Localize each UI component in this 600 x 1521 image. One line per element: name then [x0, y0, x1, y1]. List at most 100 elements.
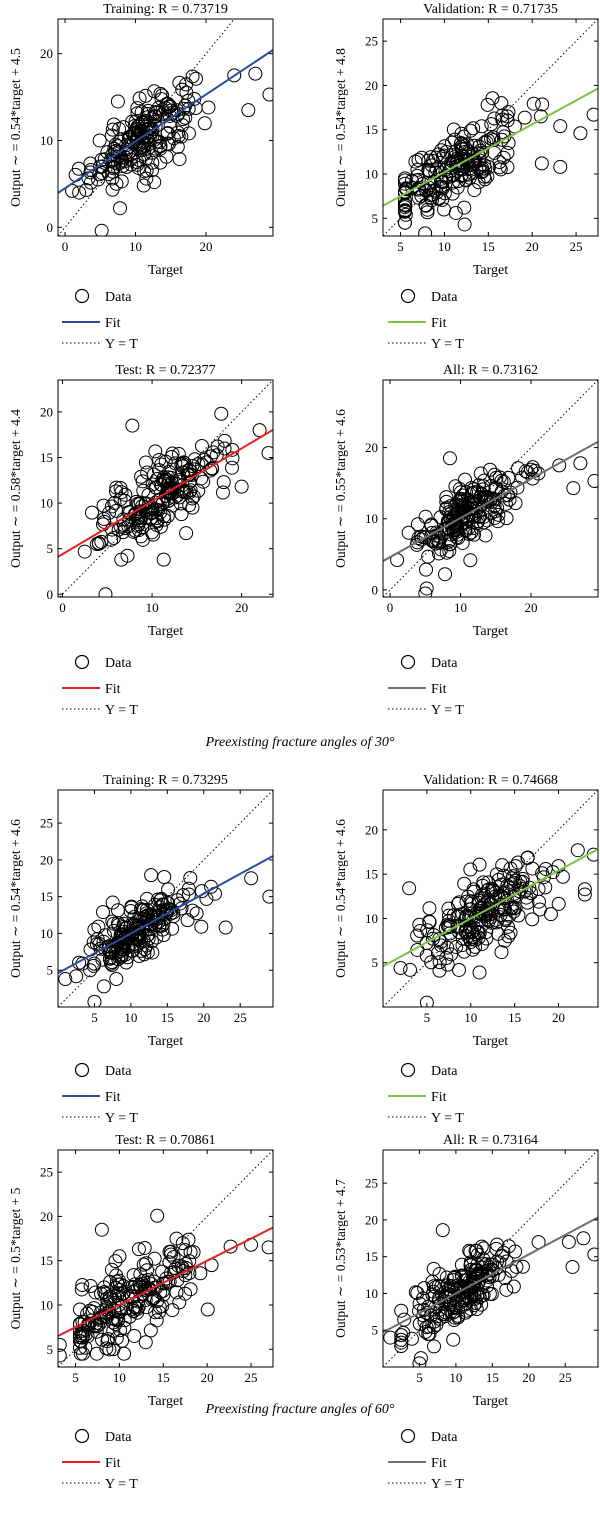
data-point	[501, 105, 516, 119]
data-point	[412, 1356, 427, 1367]
data-point	[160, 509, 175, 524]
data-point	[181, 101, 196, 116]
legend-identity-label: Y = T	[431, 703, 464, 718]
data-point	[216, 475, 231, 490]
data-point	[185, 903, 200, 918]
data-point	[474, 1297, 489, 1312]
data-point	[454, 136, 469, 151]
y-tick-label: 20	[40, 46, 53, 61]
data-point	[448, 1270, 463, 1285]
x-tick-label: 20	[201, 1370, 214, 1385]
data-point	[538, 880, 553, 895]
data-point	[74, 1282, 89, 1297]
y-axis-label: Output ∼ = 0.55*target + 4.6	[333, 409, 348, 568]
figure-caption: Preexisting fracture angles of 30°	[205, 735, 395, 750]
data-point	[520, 465, 535, 480]
data-point	[83, 156, 98, 171]
data-point	[196, 474, 211, 489]
data-point	[106, 117, 121, 132]
data-point	[432, 534, 447, 549]
data-point	[503, 900, 518, 915]
data-point	[176, 455, 191, 470]
data-point	[500, 145, 515, 160]
data-point	[139, 908, 154, 923]
data-point	[89, 1319, 104, 1334]
data-point	[154, 918, 169, 933]
data-point	[455, 1269, 470, 1284]
data-point	[161, 486, 176, 501]
data-point	[561, 1234, 576, 1249]
data-point	[83, 175, 98, 190]
data-point	[126, 524, 141, 539]
data-point	[156, 552, 171, 567]
data-point	[484, 915, 499, 930]
data-point	[500, 893, 515, 908]
data-point	[166, 1250, 181, 1265]
data-point	[176, 101, 191, 116]
data-point	[397, 171, 412, 186]
identity-line	[58, 19, 235, 236]
data-point	[134, 529, 149, 544]
data-point	[432, 1267, 447, 1282]
legend-data-marker	[74, 654, 90, 670]
y-tick-label: 5	[372, 955, 379, 970]
data-point	[467, 929, 482, 944]
data-point	[172, 152, 187, 167]
data-point	[484, 131, 499, 146]
data-point	[139, 938, 154, 953]
data-point	[105, 122, 120, 137]
legend-data-marker	[74, 1062, 90, 1078]
data-point	[72, 185, 87, 200]
data-point	[58, 1337, 67, 1352]
data-point	[227, 68, 242, 83]
fit-line	[58, 855, 273, 975]
data-point	[164, 470, 179, 485]
plot-area	[58, 1150, 273, 1367]
panel-title: Test: R = 0.70861	[115, 1133, 215, 1148]
legend: Data Fit Y = T	[62, 1062, 138, 1126]
data-point	[189, 71, 204, 86]
data-point	[456, 504, 471, 519]
legend: Data Fit Y = T	[62, 654, 138, 718]
data-point	[215, 485, 230, 500]
data-point	[476, 509, 491, 524]
data-point	[467, 527, 482, 542]
data-point	[92, 133, 107, 148]
regression-panel: All: R = 0.73164 5 10 15 20 25 5 10 15 20 25 Target…	[333, 1133, 599, 1492]
x-tick-label: 0	[387, 600, 394, 615]
data-point	[75, 1278, 90, 1293]
data-point	[94, 223, 109, 236]
data-point	[424, 517, 439, 532]
data-point	[121, 519, 136, 534]
data-point	[114, 485, 129, 500]
data-point	[145, 945, 160, 960]
data-point	[144, 934, 159, 949]
data-point	[146, 527, 161, 542]
data-point	[464, 910, 479, 925]
data-point	[165, 446, 180, 461]
data-point	[419, 581, 434, 596]
data-point	[127, 1280, 142, 1295]
legend-data-label: Data	[431, 1430, 458, 1445]
data-point	[137, 1240, 152, 1255]
data-point	[483, 1257, 498, 1272]
data-point	[473, 143, 488, 158]
data-point	[183, 1282, 198, 1297]
x-axis-label: Target	[473, 624, 508, 639]
data-point	[261, 1240, 273, 1255]
data-point	[175, 459, 190, 474]
data-point	[424, 955, 439, 970]
data-point	[408, 154, 423, 169]
data-point	[217, 433, 232, 448]
data-point	[534, 156, 549, 171]
data-point	[484, 1287, 499, 1302]
data-point	[545, 865, 560, 880]
data-point	[426, 1279, 441, 1294]
legend-data-label: Data	[431, 1064, 458, 1079]
data-point	[114, 174, 129, 189]
y-tick-label: 25	[365, 34, 378, 49]
data-point	[126, 1268, 141, 1283]
data-point	[155, 472, 170, 487]
data-point	[469, 905, 484, 920]
data-point	[474, 486, 489, 501]
